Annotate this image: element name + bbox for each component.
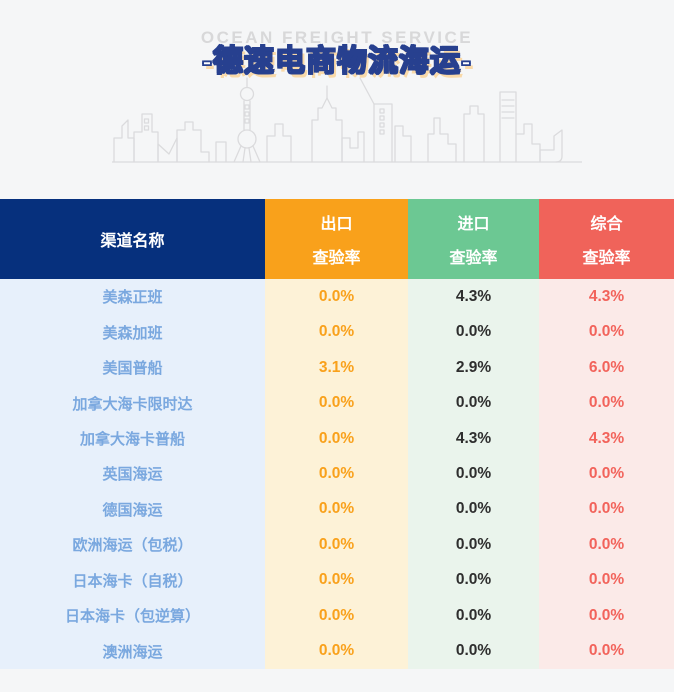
hero-banner: OCEAN FREIGHT SERVICE -德速电商物流海运- bbox=[0, 0, 674, 199]
import-rate-cell: 2.9% bbox=[408, 349, 539, 386]
channel-name-cell: 德国海运 bbox=[0, 491, 265, 528]
combined-rate-cell: 0.0% bbox=[539, 314, 674, 350]
channel-name-cell: 美国普船 bbox=[0, 349, 265, 386]
column-header-label: 查验率 bbox=[449, 250, 498, 267]
combined-rate-cell: 0.0% bbox=[539, 385, 674, 421]
import-rate-cell: 4.3% bbox=[408, 420, 539, 457]
export-rate-cell: 0.0% bbox=[265, 420, 408, 457]
table-row: 澳洲海运 0.0% 0.0% 0.0% bbox=[0, 633, 674, 669]
channel-name-cell: 日本海卡（自税） bbox=[0, 562, 265, 599]
table-row: 加拿大海卡普船 0.0% 4.3% 4.3% bbox=[0, 420, 674, 457]
channel-name-cell: 加拿大海卡限时达 bbox=[0, 385, 265, 421]
combined-rate-cell: 0.0% bbox=[539, 598, 674, 634]
import-rate-cell: 0.0% bbox=[408, 562, 539, 599]
export-rate-cell: 0.0% bbox=[265, 633, 408, 669]
import-rate-cell: 0.0% bbox=[408, 633, 539, 669]
table-body: 美森正班 0.0% 4.3% 4.3% 美森加班 0.0% 0.0% 0.0% … bbox=[0, 279, 674, 669]
channel-name-cell: 英国海运 bbox=[0, 456, 265, 492]
table-row: 德国海运 0.0% 0.0% 0.0% bbox=[0, 491, 674, 528]
combined-rate-cell: 0.0% bbox=[539, 456, 674, 492]
table-row: 日本海卡（包逆算） 0.0% 0.0% 0.0% bbox=[0, 598, 674, 634]
column-header-channel-name: 渠道名称 bbox=[0, 199, 265, 279]
combined-rate-cell: 4.3% bbox=[539, 420, 674, 457]
table-row: 英国海运 0.0% 0.0% 0.0% bbox=[0, 456, 674, 492]
export-rate-cell: 0.0% bbox=[265, 314, 408, 350]
column-header-combined-rate: 综合 查验率 bbox=[539, 199, 674, 279]
combined-rate-cell: 0.0% bbox=[539, 633, 674, 669]
export-rate-cell: 3.1% bbox=[265, 349, 408, 386]
column-header-export-rate: 出口 查验率 bbox=[265, 199, 408, 279]
channel-name-cell: 美森正班 bbox=[0, 279, 265, 315]
table-row: 欧洲海运（包税） 0.0% 0.0% 0.0% bbox=[0, 527, 674, 563]
column-header-label: 出口 bbox=[320, 216, 353, 233]
column-header-label: 进口 bbox=[457, 216, 490, 233]
export-rate-cell: 0.0% bbox=[265, 279, 408, 315]
combined-rate-cell: 0.0% bbox=[539, 527, 674, 563]
combined-rate-cell: 0.0% bbox=[539, 562, 674, 599]
channel-name-cell: 美森加班 bbox=[0, 314, 265, 350]
channel-name-cell: 欧洲海运（包税） bbox=[0, 527, 265, 563]
import-rate-cell: 4.3% bbox=[408, 279, 539, 315]
combined-rate-cell: 6.0% bbox=[539, 349, 674, 386]
import-rate-cell: 0.0% bbox=[408, 456, 539, 492]
english-subtitle: OCEAN FREIGHT SERVICE bbox=[200, 28, 474, 47]
column-header-label: 查验率 bbox=[582, 250, 631, 267]
table-row: 美森正班 0.0% 4.3% 4.3% bbox=[0, 279, 674, 315]
export-rate-cell: 0.0% bbox=[265, 527, 408, 563]
table-header-row: 渠道名称 出口 查验率 进口 查验率 综合 查验率 bbox=[0, 199, 674, 279]
channel-name-cell: 日本海卡（包逆算） bbox=[0, 598, 265, 634]
import-rate-cell: 0.0% bbox=[408, 491, 539, 528]
table-row: 加拿大海卡限时达 0.0% 0.0% 0.0% bbox=[0, 385, 674, 421]
export-rate-cell: 0.0% bbox=[265, 456, 408, 492]
combined-rate-cell: 0.0% bbox=[539, 491, 674, 528]
column-header-import-rate: 进口 查验率 bbox=[408, 199, 539, 279]
combined-rate-cell: 4.3% bbox=[539, 279, 674, 315]
inspection-rate-table: 渠道名称 出口 查验率 进口 查验率 综合 查验率 美森正班 0.0% 4.3%… bbox=[0, 199, 674, 669]
export-rate-cell: 0.0% bbox=[265, 385, 408, 421]
export-rate-cell: 0.0% bbox=[265, 491, 408, 528]
import-rate-cell: 0.0% bbox=[408, 598, 539, 634]
table-row: 美森加班 0.0% 0.0% 0.0% bbox=[0, 314, 674, 350]
channel-name-cell: 澳洲海运 bbox=[0, 633, 265, 669]
export-rate-cell: 0.0% bbox=[265, 598, 408, 634]
import-rate-cell: 0.0% bbox=[408, 314, 539, 350]
import-rate-cell: 0.0% bbox=[408, 385, 539, 421]
column-header-label: 查验率 bbox=[312, 250, 361, 267]
column-header-label: 渠道名称 bbox=[100, 233, 165, 250]
page-title: -德速电商物流海运- bbox=[201, 44, 472, 79]
city-skyline-icon bbox=[112, 77, 582, 163]
channel-name-cell: 加拿大海卡普船 bbox=[0, 420, 265, 457]
table-row: 日本海卡（自税） 0.0% 0.0% 0.0% bbox=[0, 562, 674, 599]
import-rate-cell: 0.0% bbox=[408, 527, 539, 563]
table-row: 美国普船 3.1% 2.9% 6.0% bbox=[0, 349, 674, 386]
export-rate-cell: 0.0% bbox=[265, 562, 408, 599]
column-header-label: 综合 bbox=[590, 216, 623, 233]
